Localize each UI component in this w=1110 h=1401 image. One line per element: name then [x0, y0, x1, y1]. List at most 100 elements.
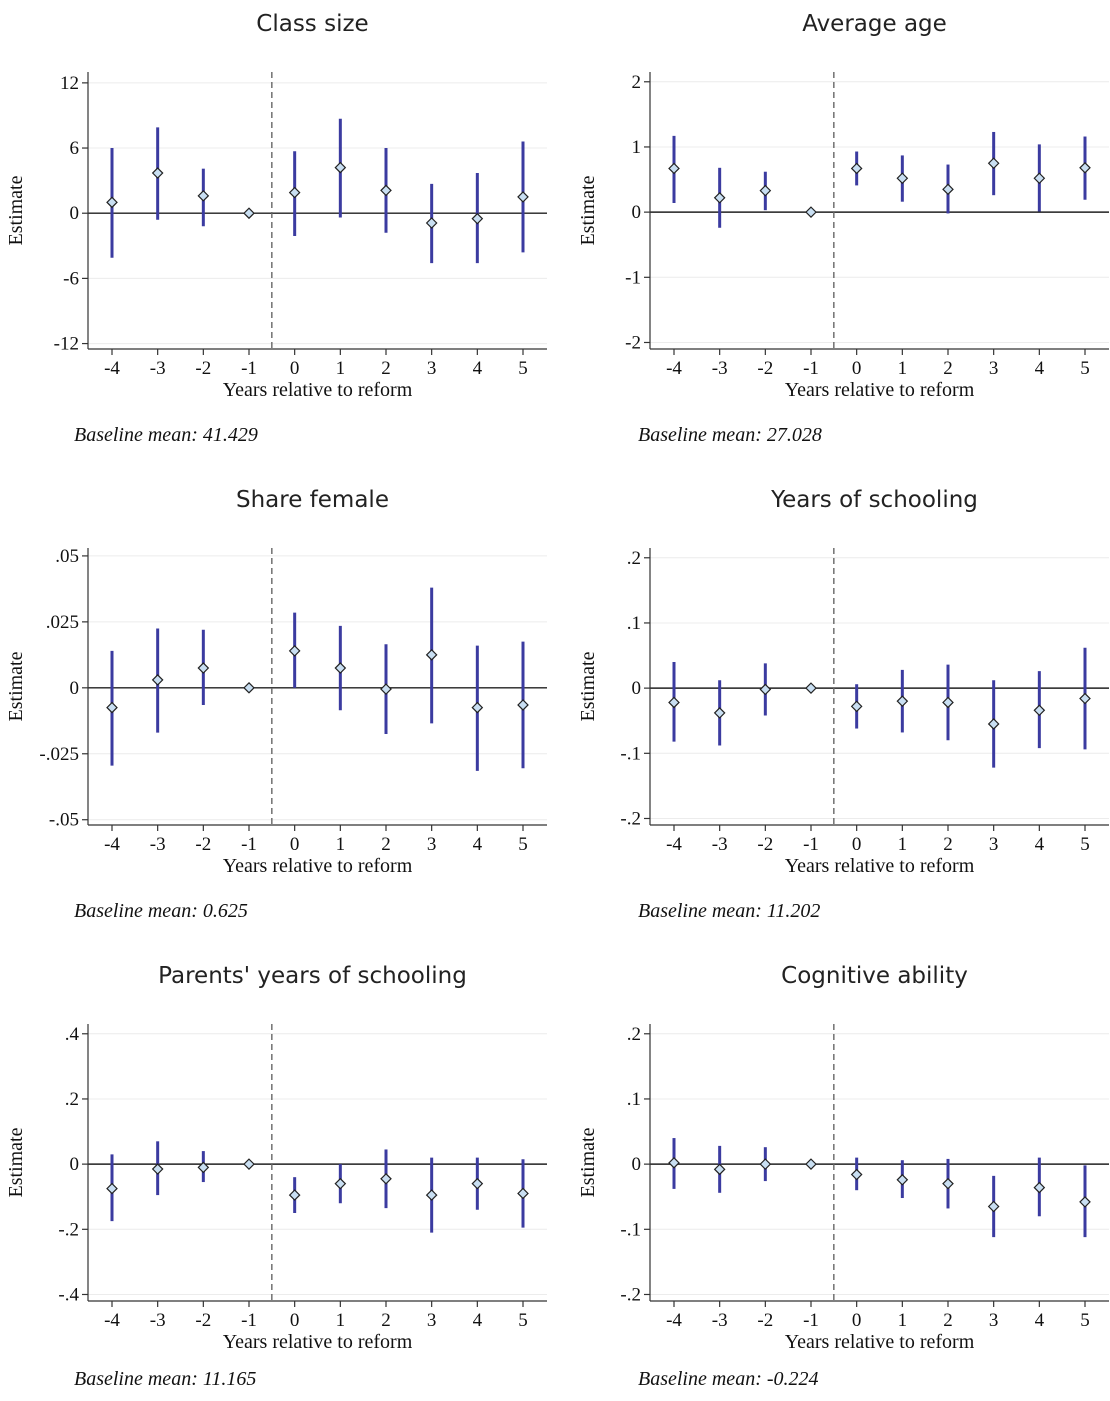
panel-title: Parents' years of schooling	[158, 963, 467, 989]
y-tick-label: .2	[627, 548, 641, 569]
point-estimate-marker	[805, 682, 817, 694]
y-tick-label: -.4	[58, 1284, 79, 1305]
y-tick-label: 0	[70, 1154, 80, 1175]
x-tick-label: 5	[1080, 834, 1090, 855]
x-tick-label: -2	[757, 834, 773, 855]
x-tick-label: -2	[195, 834, 211, 855]
x-axis-label: Years relative to reform	[785, 379, 975, 401]
point-estimate-marker	[942, 696, 954, 709]
baseline-mean-note: Baseline mean: 11.202	[638, 900, 820, 922]
x-tick-label: 5	[1080, 1310, 1090, 1331]
x-tick-label: -2	[757, 358, 773, 379]
point-estimate-marker	[896, 172, 909, 185]
y-tick-label: .1	[627, 613, 641, 634]
point-estimate-marker	[288, 1189, 301, 1201]
y-tick-label: 12	[60, 73, 79, 94]
x-tick-label: 5	[518, 1310, 528, 1331]
x-tick-label: 3	[427, 1310, 437, 1331]
y-tick-label: 2	[632, 72, 642, 93]
y-tick-label: -.2	[620, 808, 641, 829]
baseline-mean-note: Baseline mean: 0.625	[74, 900, 248, 922]
x-tick-label: 2	[943, 834, 953, 855]
x-tick-label: 2	[381, 834, 391, 855]
y-tick-label: -1	[625, 267, 641, 288]
x-tick-label: -3	[150, 358, 166, 379]
point-estimate-marker	[151, 167, 164, 179]
x-axis-label: Years relative to reform	[223, 379, 413, 401]
y-tick-label: .05	[55, 546, 79, 567]
x-tick-label: -1	[241, 1310, 257, 1331]
x-tick-label: 4	[473, 358, 483, 379]
x-tick-label: 5	[1080, 358, 1090, 379]
point-estimate-marker	[471, 701, 484, 714]
x-tick-label: 4	[473, 1310, 483, 1331]
point-estimate-marker	[334, 161, 347, 174]
point-estimate-marker	[151, 1163, 164, 1175]
x-tick-label: 1	[898, 834, 908, 855]
point-estimate-marker	[987, 1200, 1000, 1213]
x-tick-label: 2	[943, 1310, 953, 1331]
point-estimate-marker	[106, 701, 118, 714]
x-axis-label: Years relative to reform	[785, 1331, 975, 1353]
x-tick-label: 3	[427, 358, 437, 379]
point-estimate-marker	[380, 184, 392, 197]
x-tick-label: 0	[290, 834, 300, 855]
x-tick-label: 1	[336, 834, 346, 855]
x-tick-label: 5	[518, 834, 528, 855]
point-estimate-marker	[987, 157, 1000, 170]
point-estimate-marker	[759, 683, 772, 696]
x-axis-label: Years relative to reform	[223, 855, 413, 877]
point-estimate-marker	[288, 645, 301, 657]
chart-panel-6: -.2 -.1 0 .1 .2 -4 -3 -2 -1 0 1 2 3 4 5 Cognitive abili…	[577, 963, 1109, 1390]
y-axis-label: Estimate	[577, 1127, 599, 1197]
y-tick-label: 6	[70, 138, 80, 159]
y-tick-label: -.025	[39, 744, 79, 765]
point-estimate-marker	[987, 718, 1000, 730]
y-tick-label: -.05	[49, 810, 79, 831]
x-tick-label: 4	[473, 834, 483, 855]
point-estimate-marker	[106, 1182, 118, 1195]
point-estimate-marker	[759, 1158, 772, 1170]
point-estimate-marker	[759, 184, 772, 197]
chart-panel-2: -2 -1 0 1 2 -4 -3 -2 -1 0 1 2 3 4 5 Average age Years re…	[577, 11, 1109, 446]
y-tick-label: -6	[63, 268, 79, 289]
x-tick-label: 0	[852, 1310, 862, 1331]
x-axis-label: Years relative to reform	[223, 1331, 413, 1353]
x-tick-label: -2	[195, 1310, 211, 1331]
y-tick-label: -.2	[58, 1219, 79, 1240]
point-estimate-marker	[1079, 1196, 1091, 1208]
x-tick-label: -3	[150, 1310, 166, 1331]
x-tick-label: -3	[712, 358, 728, 379]
y-tick-label: -12	[54, 334, 79, 355]
point-estimate-marker	[668, 696, 680, 709]
x-tick-label: 1	[336, 358, 346, 379]
point-estimate-marker	[805, 206, 817, 218]
point-estimate-marker	[197, 189, 210, 202]
x-tick-label: -4	[104, 358, 120, 379]
x-tick-label: 3	[989, 358, 999, 379]
y-tick-label: -.1	[620, 743, 641, 764]
baseline-mean-note: Baseline mean: 11.165	[74, 1368, 256, 1390]
chart-panel-3: -.05 -.025 0 .025 .05 -4 -3 -2 -1 0 1 2 3 4 5 Share fem…	[5, 487, 547, 922]
x-tick-label: -1	[803, 358, 819, 379]
point-estimate-marker	[197, 1161, 210, 1174]
panel-title: Cognitive ability	[781, 963, 968, 989]
x-tick-label: 1	[898, 1310, 908, 1331]
y-tick-label: -.2	[620, 1284, 641, 1305]
y-tick-label: .2	[65, 1089, 79, 1110]
panel-title: Years of schooling	[770, 487, 978, 513]
point-estimate-marker	[1079, 692, 1091, 705]
point-estimate-marker	[151, 674, 164, 686]
point-estimate-marker	[243, 681, 255, 694]
point-estimate-marker	[425, 217, 438, 229]
point-estimate-marker	[850, 162, 863, 175]
point-estimate-marker	[805, 1158, 817, 1170]
y-tick-label: -.1	[620, 1219, 641, 1240]
x-tick-label: 4	[1035, 358, 1045, 379]
x-tick-label: 0	[290, 1310, 300, 1331]
y-tick-label: .4	[65, 1024, 80, 1045]
point-estimate-marker	[942, 183, 954, 196]
point-estimate-marker	[942, 1177, 954, 1190]
x-tick-label: -3	[712, 1310, 728, 1331]
